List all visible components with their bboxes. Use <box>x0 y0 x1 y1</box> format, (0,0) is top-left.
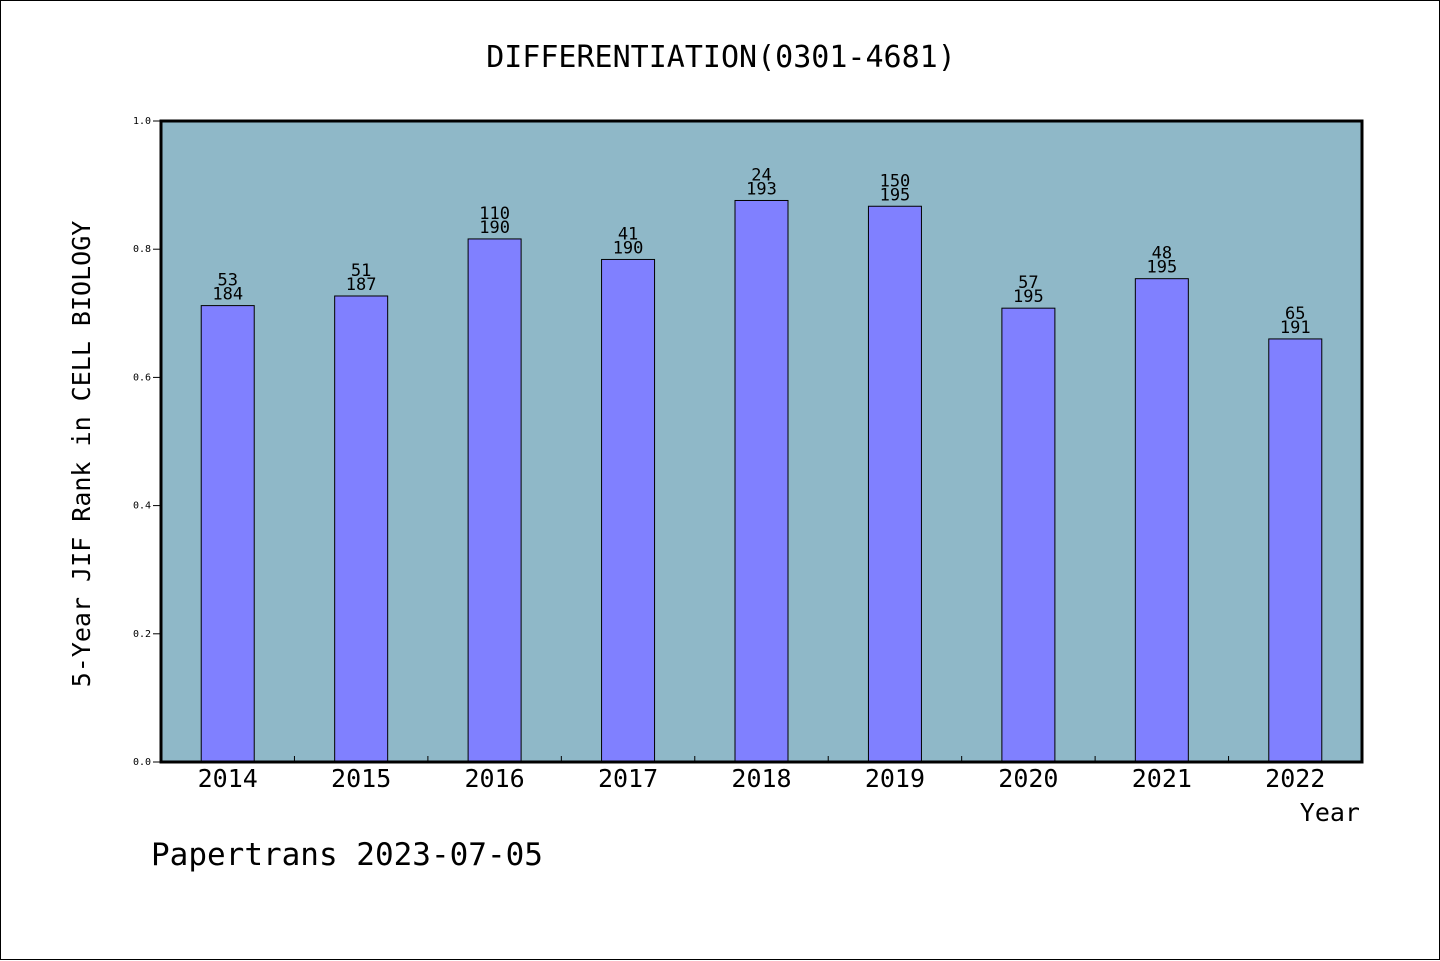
axes-layer: 2014 2015 2016 2017 2018 2019 2020 2021 2022 0.0 0… <box>133 116 1325 793</box>
bar-rank-label: 51 <box>351 261 371 281</box>
bar-rank-label: 53 <box>217 271 237 291</box>
bar-rank-label: 24 <box>751 165 771 185</box>
bar-2021 <box>1134 278 1189 763</box>
bar-2016 <box>467 238 522 763</box>
x-tick-label: 2014 <box>198 764 258 793</box>
y-axis-label: 5-Year JIF Rank in CELL BIOLOGY <box>67 221 96 688</box>
bar-rank-label: 41 <box>618 224 638 244</box>
chart-title: DIFFERENTIATION(0301-4681) <box>486 40 956 75</box>
bar-2019 <box>867 205 922 763</box>
bar-rank-label: 48 <box>1152 244 1172 264</box>
x-tick-label: 2016 <box>465 764 525 793</box>
y-tick-label: 0.4 <box>133 501 151 512</box>
bars-layer <box>200 199 1323 763</box>
y-tick-label: 0.2 <box>133 629 151 640</box>
bar-total-label: 190 <box>613 238 644 258</box>
bar-total-label: 195 <box>1013 287 1044 307</box>
x-tick-label: 2022 <box>1265 764 1325 793</box>
x-tick-label: 2021 <box>1132 764 1192 793</box>
plot-border <box>159 119 1364 764</box>
bar-2014 <box>200 305 255 763</box>
y-tick-label: 0.0 <box>133 757 151 768</box>
bar-total-label: 195 <box>880 185 911 205</box>
y-tick-label: 1.0 <box>133 116 151 127</box>
bar-2017 <box>601 258 656 763</box>
bar-total-label: 190 <box>479 218 510 238</box>
bar-2015 <box>334 295 389 763</box>
bar-rank-label: 57 <box>1018 273 1038 293</box>
x-tick-label: 2020 <box>998 764 1058 793</box>
bar-rank-label: 150 <box>880 171 911 191</box>
x-tick-label: 2017 <box>598 764 658 793</box>
bar-2020 <box>1001 307 1056 763</box>
x-tick-label: 2015 <box>331 764 391 793</box>
bar-total-label: 195 <box>1146 258 1177 278</box>
bar-total-label: 184 <box>212 285 243 305</box>
bar-2022 <box>1268 338 1323 763</box>
bar-total-label: 193 <box>746 179 777 199</box>
bar-total-label: 191 <box>1280 318 1311 338</box>
x-tick-label: 2018 <box>731 764 791 793</box>
y-tick-label: 0.8 <box>133 244 151 255</box>
bar-total-label: 187 <box>346 275 377 295</box>
footer-credit: Papertrans 2023-07-05 <box>151 837 543 873</box>
x-tick-label: 2019 <box>865 764 925 793</box>
x-axis-label: Year <box>1300 798 1360 827</box>
bar-rank-label: 65 <box>1285 304 1305 324</box>
bar-rank-label: 110 <box>479 204 510 224</box>
y-tick-label: 0.6 <box>133 372 151 383</box>
bar-2018 <box>734 199 789 763</box>
